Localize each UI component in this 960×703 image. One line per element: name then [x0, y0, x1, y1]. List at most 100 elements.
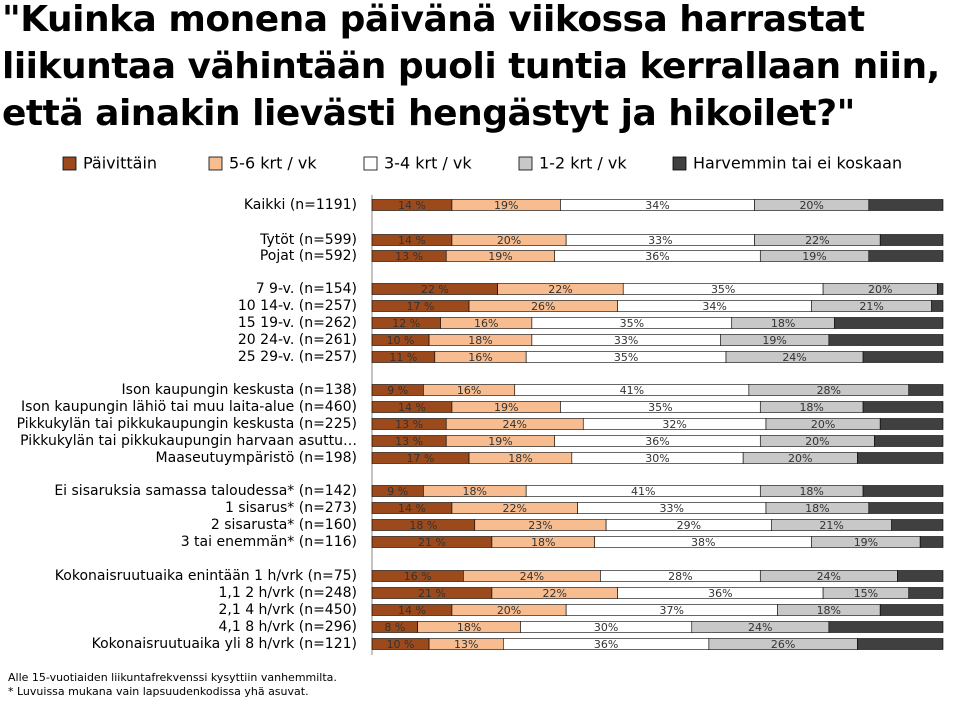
footnote: * Luvuissa mukana vain lapsuudenkodissa …	[8, 685, 309, 698]
value-label: 19%	[494, 401, 518, 414]
category-label: Ison kaupungin lähiö tai muu laita-alue …	[21, 399, 357, 415]
value-label: 24%	[503, 418, 527, 431]
bar-segment	[897, 570, 944, 582]
value-label: 10 %	[387, 334, 415, 347]
category-label: 1 sisarus* (n=273)	[225, 500, 357, 516]
value-label: 21 %	[418, 536, 446, 549]
bar-segment	[908, 384, 944, 396]
bar-segment	[862, 485, 944, 497]
value-label: 17 %	[407, 300, 435, 313]
value-label: 18%	[799, 485, 823, 498]
value-label: 36%	[594, 638, 618, 651]
legend-swatch	[672, 156, 687, 171]
bar-segment	[879, 604, 944, 616]
category-label: 2 sisarusta* (n=160)	[211, 517, 357, 533]
value-label: 21%	[819, 519, 843, 532]
value-label: 14 %	[398, 502, 426, 515]
bar-segment	[828, 621, 944, 633]
value-label: 8 %	[384, 621, 405, 634]
value-label: 30%	[645, 452, 669, 465]
legend-swatch	[62, 156, 77, 171]
footnote: Alle 15-vuotiaiden liikuntafrekvenssi ky…	[8, 671, 337, 684]
value-label: 22%	[548, 283, 572, 296]
value-label: 14 %	[398, 234, 426, 247]
bar-segment	[936, 283, 944, 295]
bar-segment	[931, 300, 944, 312]
value-label: 26%	[531, 300, 555, 313]
value-label: 24%	[748, 621, 772, 634]
value-label: 18%	[817, 604, 841, 617]
legend-label: Päivittäin	[83, 154, 157, 173]
category-label: 4,1 8 h/vrk (n=296)	[218, 619, 357, 635]
value-label: 33%	[614, 334, 638, 347]
value-label: 18%	[468, 334, 492, 347]
legend-swatch	[208, 156, 223, 171]
value-label: 16 %	[404, 570, 432, 583]
bar-segment	[834, 317, 944, 329]
value-label: 18%	[508, 452, 532, 465]
value-label: 20%	[805, 435, 829, 448]
category-label: Kaikki (n=1191)	[244, 197, 357, 213]
value-label: 19%	[762, 334, 786, 347]
value-label: 26%	[771, 638, 795, 651]
value-label: 10 %	[387, 638, 415, 651]
legend-label: 1-2 krt / vk	[539, 154, 627, 173]
value-label: 16%	[474, 317, 498, 330]
value-label: 18%	[463, 485, 487, 498]
value-label: 36%	[645, 250, 669, 263]
value-label: 41%	[631, 485, 655, 498]
value-label: 36%	[708, 587, 732, 600]
value-label: 13 %	[395, 418, 423, 431]
value-label: 21%	[859, 300, 883, 313]
chart-title: "Kuinka monena päivänä viikossa harrasta…	[2, 0, 940, 134]
value-label: 18%	[531, 536, 555, 549]
category-label: Pojat (n=592)	[260, 248, 357, 264]
category-label: Kokonaisruutuaika enintään 1 h/vrk (n=75…	[55, 568, 357, 584]
value-label: 35%	[614, 351, 638, 364]
category-label: Tytöt (n=599)	[259, 232, 357, 248]
value-label: 14 %	[398, 401, 426, 414]
value-label: 9 %	[387, 485, 408, 498]
legend-label: 3-4 krt / vk	[384, 154, 472, 173]
category-label: 2,1 4 h/vrk (n=450)	[218, 602, 357, 618]
value-label: 35%	[711, 283, 735, 296]
bar-segment	[868, 199, 944, 211]
value-label: 22%	[503, 502, 527, 515]
value-label: 29%	[677, 519, 701, 532]
value-label: 20%	[799, 199, 823, 212]
value-label: 22%	[805, 234, 829, 247]
value-label: 32%	[662, 418, 686, 431]
category-label: Pikkukylän tai pikkukaupungin keskusta (…	[17, 416, 357, 432]
value-label: 35%	[648, 401, 672, 414]
category-label: 20 24-v. (n=261)	[238, 332, 357, 348]
bar-segment	[868, 250, 944, 262]
value-label: 9 %	[387, 384, 408, 397]
bar-segment	[862, 401, 944, 413]
value-label: 28%	[668, 570, 692, 583]
category-label: Ei sisaruksia samassa taloudessa* (n=142…	[54, 483, 357, 499]
value-label: 18 %	[409, 519, 437, 532]
bar-segment	[828, 334, 944, 346]
category-label: Ison kaupungin keskusta (n=138)	[122, 382, 357, 398]
bar-segment	[874, 435, 944, 447]
value-label: 19%	[488, 250, 512, 263]
value-label: 18%	[771, 317, 795, 330]
bar-segment	[862, 351, 944, 363]
value-label: 24%	[520, 570, 544, 583]
category-label: 7 9-v. (n=154)	[256, 281, 357, 297]
category-label: 25 29-v. (n=257)	[238, 349, 357, 365]
value-label: 13 %	[395, 250, 423, 263]
bar-segment	[857, 452, 944, 464]
category-label: Maaseutuympäristö (n=198)	[156, 450, 357, 466]
value-label: 15%	[854, 587, 878, 600]
value-label: 20%	[497, 234, 521, 247]
value-label: 18%	[805, 502, 829, 515]
value-label: 16%	[457, 384, 481, 397]
legend-swatch	[518, 156, 533, 171]
value-label: 22 %	[421, 283, 449, 296]
value-label: 23%	[528, 519, 552, 532]
value-label: 13%	[454, 638, 478, 651]
value-label: 19%	[802, 250, 826, 263]
bar-segment	[891, 519, 944, 531]
